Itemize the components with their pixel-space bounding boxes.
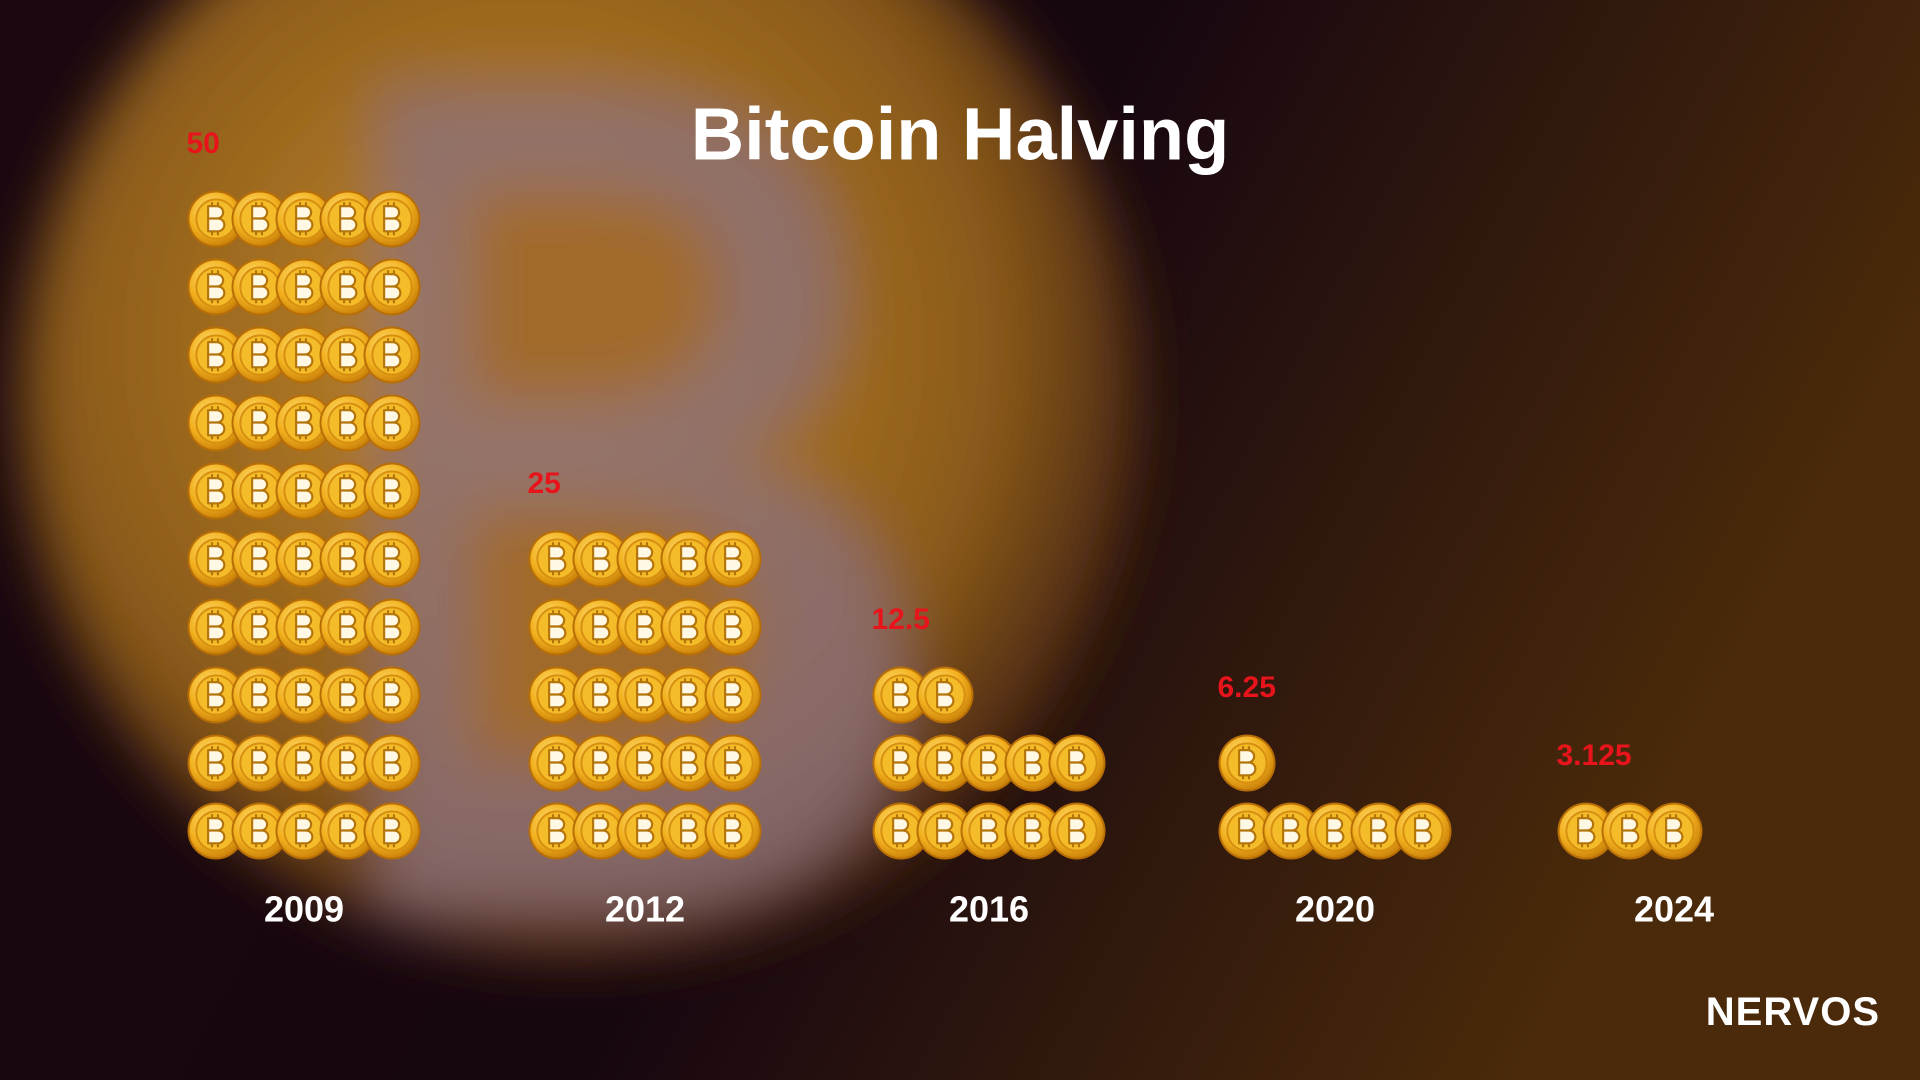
coin — [703, 733, 763, 793]
coin — [362, 597, 422, 657]
coin — [1393, 801, 1453, 861]
x-tick-label: 2016 — [949, 889, 1029, 930]
coin — [362, 461, 422, 521]
coin — [1217, 733, 1277, 793]
coin — [703, 529, 763, 589]
x-tick-label: 2020 — [1295, 889, 1375, 930]
coin — [362, 733, 422, 793]
coin — [703, 801, 763, 861]
coin — [915, 665, 975, 725]
coin — [362, 529, 422, 589]
x-tick-label: 2009 — [264, 889, 344, 930]
chart-title: Bitcoin Halving — [691, 93, 1230, 176]
coin — [362, 665, 422, 725]
value-label: 50 — [187, 127, 220, 160]
coin — [362, 257, 422, 317]
coin — [703, 665, 763, 725]
coin — [1047, 733, 1107, 793]
coin — [1644, 801, 1704, 861]
logo: NERVOS — [1706, 990, 1880, 1034]
x-tick-label: 2012 — [605, 889, 685, 930]
value-label: 25 — [528, 467, 561, 500]
coin — [362, 801, 422, 861]
value-label: 3.125 — [1557, 739, 1632, 772]
coin-stack — [527, 529, 763, 861]
coin — [362, 325, 422, 385]
coin — [362, 189, 422, 249]
coin — [1047, 801, 1107, 861]
coin — [703, 597, 763, 657]
x-tick-label: 2024 — [1634, 889, 1714, 930]
value-label: 6.25 — [1218, 671, 1276, 704]
value-label: 12.5 — [872, 603, 930, 636]
coin — [362, 393, 422, 453]
